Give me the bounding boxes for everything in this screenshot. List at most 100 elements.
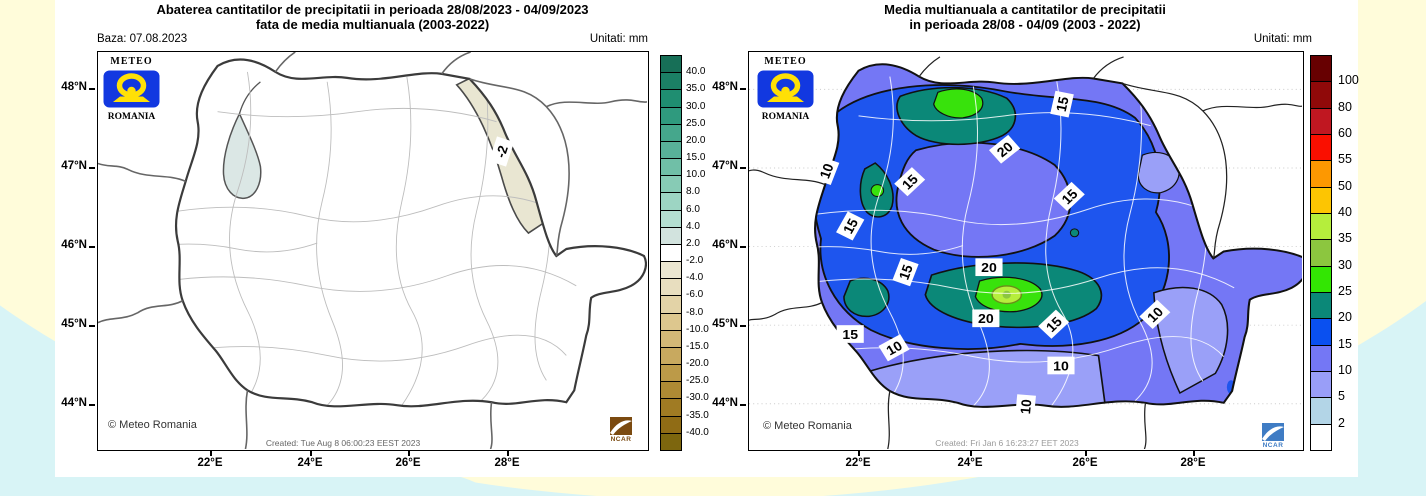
colorbar-segment (660, 346, 682, 366)
colorbar-segment (660, 312, 682, 331)
lon-tick (408, 450, 410, 456)
lon-axis-label: 26°E (395, 457, 421, 469)
colorbar-tick-label: 40.0 (686, 66, 706, 78)
svg-text:15: 15 (896, 263, 916, 282)
colorbar-segment (660, 295, 682, 314)
lat-axis-label: 48°N (712, 81, 738, 93)
right-map-title-line1: Media multianuala a cantitatilor de prec… (884, 2, 1166, 17)
lon-tick (310, 450, 312, 456)
lat-tick (89, 167, 95, 169)
right-contour-labels: 20 15 15 15 15 20 20 15 10 15 10 10 10 1… (813, 90, 1171, 420)
colorbar-tick-label: 2.0 (686, 237, 700, 249)
colorbar-segment (1310, 344, 1332, 372)
svg-text:10: 10 (1053, 359, 1069, 374)
colorbar-segment (660, 261, 682, 280)
colorbar-tick-label: -20.0 (686, 358, 709, 370)
right-light-west (781, 183, 810, 225)
colorbar-tick-label: 15 (1338, 336, 1352, 351)
right-teal-dot-east (1069, 228, 1080, 238)
colorbar-segment (1310, 371, 1332, 399)
lat-tick (740, 246, 746, 248)
colorbar-segment (1310, 160, 1332, 188)
svg-text:-2: -2 (493, 144, 511, 160)
colorbar-tick-label: -40.0 (686, 426, 709, 438)
colorbar-segment (660, 55, 682, 74)
svg-text:10: 10 (1018, 398, 1035, 414)
svg-text:20: 20 (978, 312, 994, 327)
colorbar-segment (660, 243, 682, 263)
lat-axis-label: 47°N (712, 160, 738, 172)
left-country-outline (174, 58, 647, 408)
colorbar-tick-label: 35 (1338, 231, 1352, 246)
lat-axis-label: 46°N (61, 239, 87, 251)
lon-tick (1085, 450, 1087, 456)
lat-tick (740, 88, 746, 90)
lat-tick (89, 404, 95, 406)
lon-tick (507, 450, 509, 456)
right-ncar-logo-text: NCAR (1262, 442, 1284, 449)
left-neighbor-borders (98, 52, 647, 449)
colorbar-tick-label: 30.0 (686, 100, 706, 112)
svg-text:15: 15 (840, 216, 861, 236)
left-copyright: © Meteo Romania (108, 419, 197, 431)
left-positive-anomaly-tail (238, 81, 261, 114)
colorbar-segment (660, 209, 682, 228)
colorbar-tick-label: 40 (1338, 205, 1352, 219)
svg-text:15: 15 (1053, 95, 1071, 113)
lon-axis-label: 26°E (1072, 457, 1098, 469)
lat-axis-label: 47°N (61, 160, 87, 172)
colorbar-tick-label: 20 (1338, 310, 1352, 325)
lon-tick (210, 450, 212, 456)
left-map-title-line2: fata de media multianuala (2003-2022) (255, 17, 490, 32)
lon-axis-label: 24°E (957, 457, 983, 469)
colorbar-segment (660, 364, 682, 383)
colorbar-segment (660, 89, 682, 108)
lat-tick (740, 325, 746, 327)
colorbar-segment (1310, 265, 1332, 293)
lon-axis-label: 28°E (1180, 457, 1206, 469)
left-colorbar-labels: 40.0 35.0 30.0 25.0 20.0 15.0 10.0 8.0 6.0 4.0 2.0… (686, 55, 726, 450)
right-copyright: © Meteo Romania (763, 420, 852, 432)
colorbar-segment (660, 381, 682, 400)
left-map-units: Unitati: mm (589, 33, 648, 45)
lat-axis-label: 45°N (61, 318, 87, 330)
left-map-drawing: -2 (98, 52, 647, 449)
colorbar-segment (1310, 239, 1332, 267)
colorbar-segment (660, 226, 682, 245)
right-meteo-logo-text-bottom: ROMANIA (761, 112, 810, 122)
lon-axis-label: 22°E (845, 457, 871, 469)
svg-text:15: 15 (842, 327, 858, 342)
lon-tick (858, 450, 860, 456)
colorbar-tick-label: -2.0 (686, 255, 704, 267)
colorbar-segment (660, 398, 682, 417)
right-meteo-logo-text-top: METEO (764, 56, 807, 67)
colorbar-tick-label: 35.0 (686, 83, 706, 95)
right-country-outline (814, 63, 1302, 408)
lon-tick (1193, 450, 1195, 456)
right-light-northeast (1137, 151, 1180, 194)
colorbar-segment (660, 415, 682, 434)
left-meteo-logo-text-bottom: ROMANIA (107, 112, 156, 122)
left-ncar-logo-icon (610, 417, 632, 435)
left-ncar-logo-text: NCAR (610, 436, 632, 443)
colorbar-tick-label: -6.0 (686, 289, 704, 301)
colorbar-tick-label: -25.0 (686, 375, 709, 387)
svg-text:20: 20 (981, 260, 997, 275)
lat-axis-label: 44°N (61, 397, 87, 409)
colorbar-tick-label: -4.0 (686, 272, 704, 284)
colorbar-tick-label: 25 (1338, 284, 1352, 298)
colorbar-tick-label: 8.0 (686, 186, 700, 198)
right-map-title-line2: in perioada 28/08 - 04/09 (2003 - 2022) (909, 17, 1141, 32)
colorbar-tick-label: 100 (1338, 73, 1359, 88)
right-neighbor-borders (749, 56, 1302, 449)
left-created-timestamp: Created: Tue Aug 8 06:00:23 EEST 2023 (265, 438, 421, 448)
colorbar-tick-label: 5 (1338, 389, 1345, 404)
right-colorbar (1310, 55, 1332, 451)
colorbar-segment (1310, 55, 1332, 83)
right-light-south (863, 349, 1113, 407)
left-colorbar (660, 55, 682, 451)
colorbar-segment (1310, 134, 1332, 162)
lon-tick (970, 450, 972, 456)
colorbar-segment (660, 192, 682, 211)
